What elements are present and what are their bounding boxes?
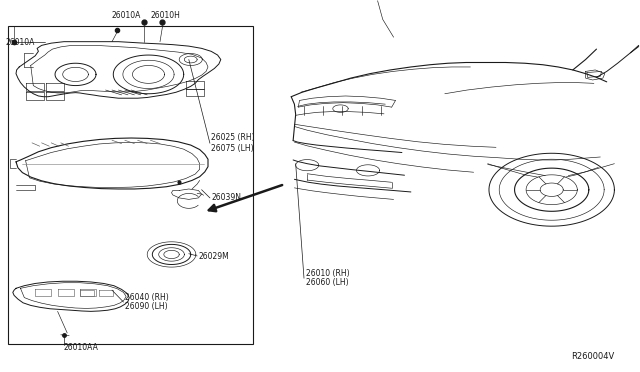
Text: R260004V: R260004V: [571, 352, 614, 361]
Text: 26025 (RH): 26025 (RH): [211, 133, 255, 142]
Text: 26040 (RH): 26040 (RH): [125, 293, 168, 302]
Text: 26075 (LH): 26075 (LH): [211, 144, 254, 153]
Text: 26010AA: 26010AA: [64, 343, 99, 352]
Text: 26010A: 26010A: [5, 38, 35, 47]
Text: 26090 (LH): 26090 (LH): [125, 302, 168, 311]
Text: 26039N: 26039N: [211, 193, 241, 202]
Text: 26010 (RH): 26010 (RH): [306, 269, 349, 278]
Text: 26029M: 26029M: [198, 252, 229, 261]
Bar: [8, 26, 253, 344]
Text: 26010A: 26010A: [112, 11, 141, 20]
Text: 26060 (LH): 26060 (LH): [306, 278, 349, 287]
Text: 26010H: 26010H: [150, 11, 180, 20]
